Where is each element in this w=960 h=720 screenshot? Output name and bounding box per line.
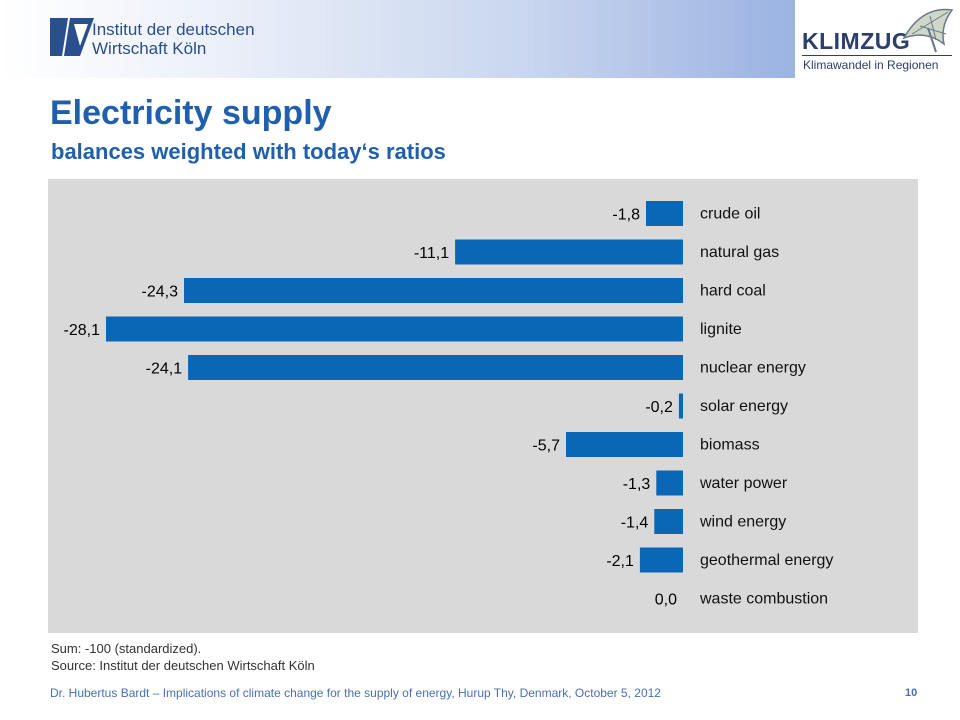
source-note: Source: Institut der deutschen Wirtschaf… xyxy=(51,658,315,673)
category-label-nuclear-energy: nuclear energy xyxy=(700,360,806,377)
category-label-wind-energy: wind energy xyxy=(699,514,786,531)
category-label-waste-combustion: waste combustion xyxy=(699,591,828,608)
bar-solar-energy xyxy=(678,393,683,419)
value-label-crude-oil: -1,8 xyxy=(612,207,640,224)
bar-geothermal-energy xyxy=(639,547,683,573)
value-label-water-power: -1,3 xyxy=(623,476,651,493)
value-label-nuclear-energy: -24,1 xyxy=(146,361,183,378)
value-label-natural-gas: -11,1 xyxy=(414,245,449,262)
category-label-biomass: biomass xyxy=(700,437,760,454)
partner-logo-subtitle: Klimawandel in Regionen xyxy=(803,58,939,72)
category-label-crude-oil: crude oil xyxy=(700,206,760,223)
institute-line-2: Wirtschaft Köln xyxy=(92,39,207,58)
partner-logo-divider xyxy=(802,55,952,56)
chart-panel: -1,8 crude oil -11,1 natural gas -24,3 hard c… xyxy=(48,179,918,633)
bar-crude-oil xyxy=(646,201,683,226)
value-label-hard-coal: -24,3 xyxy=(142,284,179,301)
bar-water-power xyxy=(656,470,683,496)
bar-chart: -1,8 crude oil -11,1 natural gas -24,3 hard c… xyxy=(64,201,833,609)
category-label-hard-coal: hard coal xyxy=(700,283,766,300)
iw-logo-icon xyxy=(50,18,94,56)
partner-logo-word: KLIMZUG xyxy=(802,28,911,54)
institute-name: Institut der deutschen Wirtschaft Köln xyxy=(92,20,255,58)
bar-biomass xyxy=(566,432,683,457)
bar-nuclear-energy xyxy=(188,355,683,380)
slide-title: Electricity supply xyxy=(50,94,332,132)
bar-wind-energy xyxy=(654,509,683,534)
institute-line-1: Institut der deutschen xyxy=(92,20,255,39)
value-label-lignite: -28,1 xyxy=(64,322,101,339)
value-label-waste-combustion: 0,0 xyxy=(655,592,677,609)
bar-lignite xyxy=(106,316,683,342)
value-label-wind-energy: -1,4 xyxy=(621,515,649,532)
value-label-solar-energy: -0,2 xyxy=(645,399,673,416)
category-label-lignite: lignite xyxy=(700,321,742,338)
slide-subtitle: balances weighted with today‘s ratios xyxy=(51,139,446,164)
category-label-water-power: water power xyxy=(699,475,788,492)
bar-hard-coal xyxy=(184,278,683,303)
value-label-geothermal-energy: -2,1 xyxy=(606,553,634,570)
sum-note: Sum: -100 (standardized). xyxy=(51,641,202,656)
footer-text: Dr. Hubertus Bardt – Implications of cli… xyxy=(50,686,661,700)
category-label-natural-gas: natural gas xyxy=(700,244,779,261)
category-label-solar-energy: solar energy xyxy=(700,398,788,415)
category-label-geothermal-energy: geothermal energy xyxy=(700,552,833,569)
value-label-biomass: -5,7 xyxy=(532,438,560,455)
bar-natural-gas xyxy=(455,239,683,265)
umbrella-icon xyxy=(902,8,954,53)
page-number: 10 xyxy=(905,687,918,699)
